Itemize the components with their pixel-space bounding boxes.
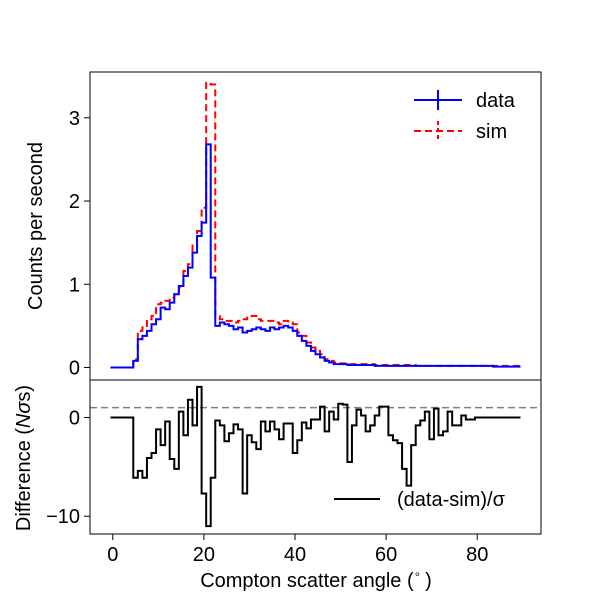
x-tick-label: 40 xyxy=(284,544,306,566)
bottom-panel-background xyxy=(90,380,541,534)
bottom-y-tick-label: 0 xyxy=(69,408,80,430)
top-y-tick-label: 1 xyxy=(69,274,80,296)
bottom-y-axis-label-italic: Nσ xyxy=(13,401,35,428)
top-y-axis-ticks: 0 1 2 3 xyxy=(69,108,90,380)
bottom-y-axis-label-main: Difference ( xyxy=(13,428,35,531)
x-axis-label-close: ) xyxy=(425,570,432,592)
bottom-y-axis-label: Difference (Nσs) xyxy=(13,385,35,531)
bottom-panel: −10 0 0 20 40 60 80 Difference (Nσs) Compton … xyxy=(13,379,542,592)
x-tick-label: 80 xyxy=(466,544,488,566)
x-tick-label: 0 xyxy=(107,544,118,566)
top-panel-background xyxy=(90,72,541,380)
x-tick-label: 20 xyxy=(193,544,215,566)
legend-data-label: data xyxy=(476,90,516,112)
series-line-difference xyxy=(110,385,521,528)
legend-difference-label: (data-sim)/σ xyxy=(397,489,506,511)
bottom-y-axis-ticks: −10 0 xyxy=(46,408,90,528)
bottom-x-axis-ticks: 0 20 40 60 80 xyxy=(107,534,488,566)
top-y-tick-label: 2 xyxy=(69,191,80,213)
x-axis-label-degree: ∘ xyxy=(414,567,422,581)
x-tick-label: 60 xyxy=(375,544,397,566)
x-axis-label-main: Compton scatter angle ( xyxy=(200,570,414,592)
x-axis-label: Compton scatter angle (∘) xyxy=(200,567,432,592)
legend-sim-label: sim xyxy=(476,121,507,143)
top-y-axis-label: Counts per second xyxy=(25,142,47,310)
bottom-panel-frame xyxy=(89,379,542,535)
top-y-tick-label: 3 xyxy=(69,108,80,130)
series-line-data xyxy=(110,143,521,369)
top-series-group xyxy=(110,81,521,369)
bottom-series-group xyxy=(110,385,521,528)
top-panel: 0 1 2 3 Counts per second data sim xyxy=(25,71,542,381)
bottom-legend: (data-sim)/σ xyxy=(334,489,506,511)
bottom-y-axis-label-end: s) xyxy=(13,385,35,402)
bottom-y-tick-label: −10 xyxy=(46,506,80,528)
top-legend: data sim xyxy=(414,90,516,143)
top-y-tick-label: 0 xyxy=(69,358,80,380)
